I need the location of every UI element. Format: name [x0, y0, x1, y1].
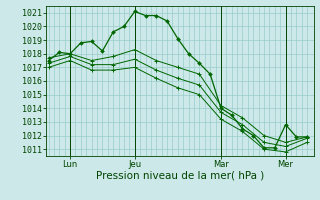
- X-axis label: Pression niveau de la mer( hPa ): Pression niveau de la mer( hPa ): [96, 171, 264, 181]
